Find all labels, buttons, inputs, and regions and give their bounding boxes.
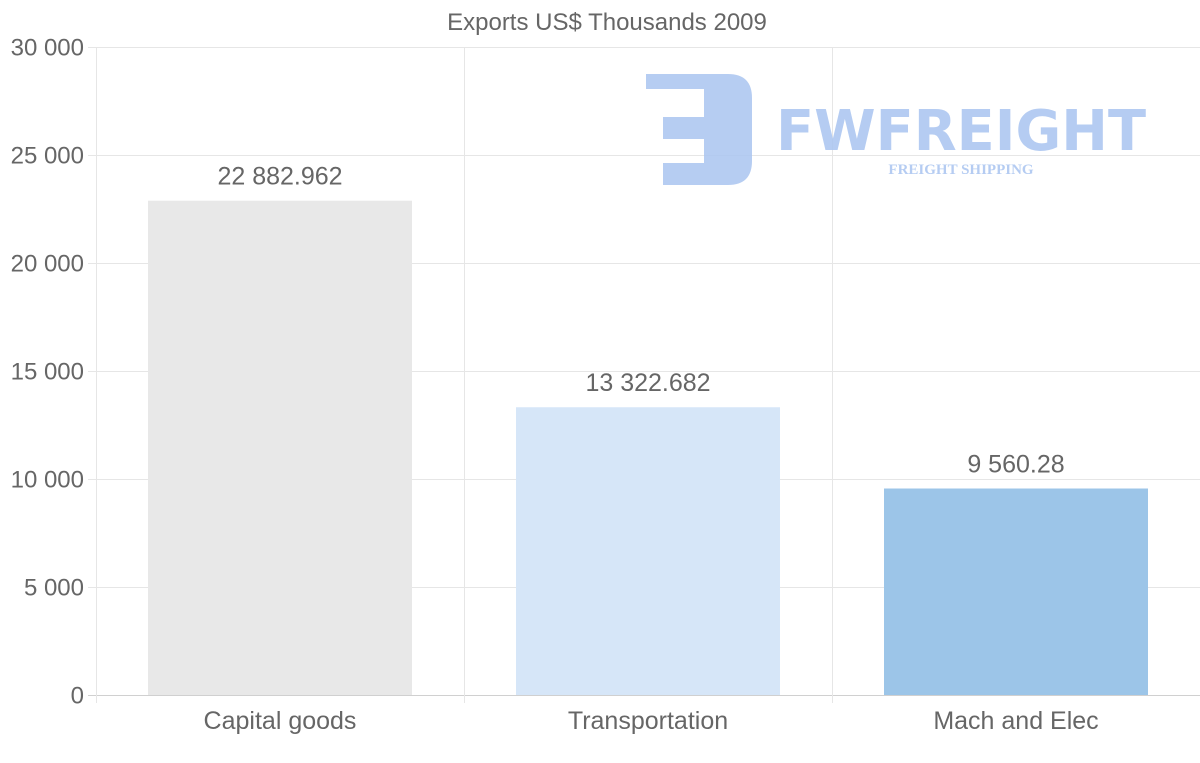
- x-tick-label: Capital goods: [204, 707, 357, 735]
- bars: [148, 200, 1148, 695]
- data-label: 9 560.28: [967, 450, 1064, 478]
- chart-title: Exports US$ Thousands 2009: [447, 9, 767, 36]
- y-tick-label: 25 000: [11, 143, 84, 170]
- y-tick-label: 20 000: [11, 251, 84, 278]
- bar-mach-and-elec: [884, 488, 1148, 695]
- fwfreight-logo-watermark: FWFREIGHT FREIGHT SHIPPING: [646, 74, 1146, 185]
- labels: 0 5 000 10 000 15 000 20 000 25 000 30 000 22 8…: [11, 35, 1099, 736]
- logo-mark-icon: [646, 74, 752, 185]
- data-label: 22 882.962: [217, 163, 342, 191]
- logo-brand-text: FWFREIGHT: [776, 99, 1146, 164]
- x-tick-label: Mach and Elec: [933, 707, 1098, 735]
- y-tick-label: 0: [71, 683, 84, 710]
- y-tick-label: 15 000: [11, 359, 84, 386]
- bar-transportation: [516, 407, 780, 695]
- data-label: 13 322.682: [585, 369, 710, 397]
- logo-tagline-text: FREIGHT SHIPPING: [888, 162, 1033, 178]
- y-tick-label: 10 000: [11, 467, 84, 494]
- y-tick-label: 5 000: [24, 575, 84, 602]
- bar-capital-goods: [148, 200, 412, 695]
- y-tick-label: 30 000: [11, 35, 84, 62]
- x-tick-label: Transportation: [568, 707, 728, 735]
